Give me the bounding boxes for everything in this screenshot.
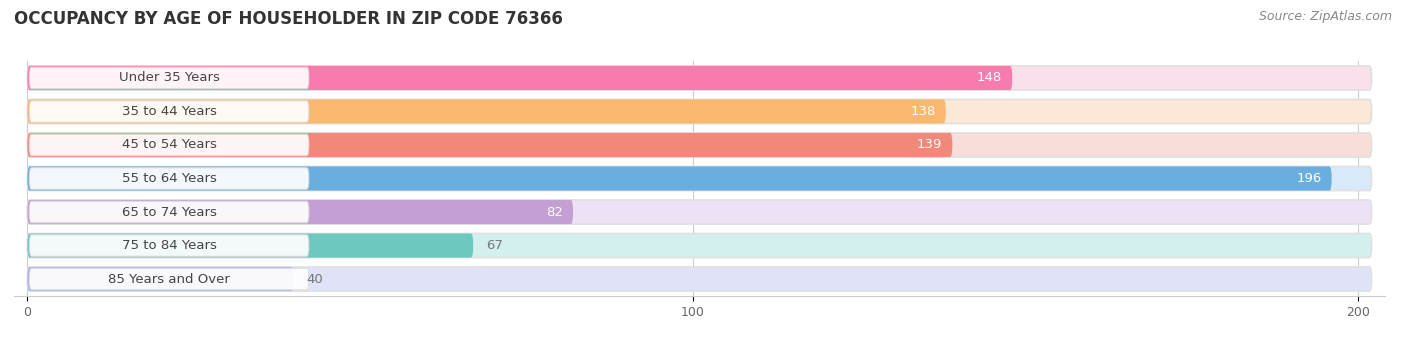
Text: Source: ZipAtlas.com: Source: ZipAtlas.com xyxy=(1258,10,1392,23)
FancyBboxPatch shape xyxy=(30,235,309,256)
FancyBboxPatch shape xyxy=(27,167,1331,190)
FancyBboxPatch shape xyxy=(30,268,309,290)
FancyBboxPatch shape xyxy=(27,167,1372,190)
Text: 85 Years and Over: 85 Years and Over xyxy=(108,273,231,286)
Text: 139: 139 xyxy=(917,138,942,152)
Text: 138: 138 xyxy=(910,105,936,118)
FancyBboxPatch shape xyxy=(27,133,952,157)
Text: 196: 196 xyxy=(1296,172,1322,185)
Text: Under 35 Years: Under 35 Years xyxy=(118,71,219,84)
FancyBboxPatch shape xyxy=(30,168,309,189)
Text: 45 to 54 Years: 45 to 54 Years xyxy=(122,138,217,152)
FancyBboxPatch shape xyxy=(27,234,474,258)
FancyBboxPatch shape xyxy=(30,201,309,223)
Text: 40: 40 xyxy=(307,273,323,286)
FancyBboxPatch shape xyxy=(30,134,309,156)
FancyBboxPatch shape xyxy=(30,67,309,89)
FancyBboxPatch shape xyxy=(27,200,1372,224)
Text: 75 to 84 Years: 75 to 84 Years xyxy=(122,239,217,252)
FancyBboxPatch shape xyxy=(27,99,946,123)
FancyBboxPatch shape xyxy=(30,101,309,122)
FancyBboxPatch shape xyxy=(27,234,1372,258)
Text: 55 to 64 Years: 55 to 64 Years xyxy=(122,172,217,185)
FancyBboxPatch shape xyxy=(27,133,1372,157)
Text: OCCUPANCY BY AGE OF HOUSEHOLDER IN ZIP CODE 76366: OCCUPANCY BY AGE OF HOUSEHOLDER IN ZIP C… xyxy=(14,10,562,28)
FancyBboxPatch shape xyxy=(27,66,1012,90)
Text: 82: 82 xyxy=(546,205,562,219)
FancyBboxPatch shape xyxy=(27,267,1372,291)
Text: 148: 148 xyxy=(977,71,1002,84)
Text: 35 to 44 Years: 35 to 44 Years xyxy=(122,105,217,118)
FancyBboxPatch shape xyxy=(27,66,1372,90)
Text: 67: 67 xyxy=(486,239,503,252)
FancyBboxPatch shape xyxy=(27,267,294,291)
FancyBboxPatch shape xyxy=(27,99,1372,123)
Text: 65 to 74 Years: 65 to 74 Years xyxy=(122,205,217,219)
FancyBboxPatch shape xyxy=(27,200,574,224)
